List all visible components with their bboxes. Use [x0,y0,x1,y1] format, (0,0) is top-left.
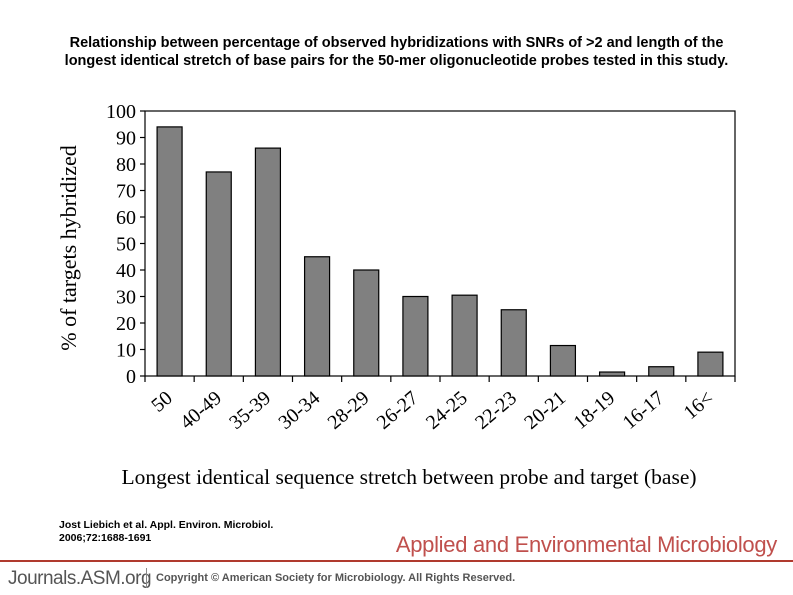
bar [648,366,675,377]
bar [205,171,232,377]
citation-line: Jost Liebich et al. Appl. Environ. Micro… [59,519,274,531]
footer-site-link[interactable]: Journals.ASM.org [8,568,152,589]
y-tick-label: 30 [116,287,136,309]
citation-line: 2006;72:1688-1691 [59,532,152,544]
x-tick-label: 28-29 [324,387,374,434]
chart-title-line: Relationship between percentage of obser… [69,35,724,51]
bar [402,295,429,377]
footer-separator [146,568,147,588]
bar [353,269,380,377]
bar-series [156,126,724,377]
bar [697,351,724,377]
chart-axes [144,110,736,377]
plot-frame [144,110,736,377]
chart-title-line: longest identical stretch of base pairs … [64,53,729,69]
x-tick-label: 16< [680,387,718,424]
y-tick-label: 70 [116,181,136,203]
x-tick-label: 20-21 [520,387,570,434]
bar [549,344,577,377]
footer-divider [0,560,793,562]
x-tick-label: 50 [147,387,176,417]
y-tick-label: 50 [116,234,136,256]
x-tick-label: 30-34 [274,387,324,434]
y-axis-ticks: 0 10 20 30 40 50 60 70 80 90 100 [106,101,145,388]
y-tick-label: 100 [106,101,136,123]
x-axis-label: Longest identical sequence stretch betwe… [121,465,696,489]
y-tick-label: 0 [126,366,136,388]
x-axis-ticks: 50 40-49 35-39 30-34 28-29 26-27 24-25 22-23 20-… [144,376,736,434]
x-tick-label: 18-19 [569,387,619,434]
x-tick-label: 26-27 [373,387,423,434]
y-tick-label: 10 [116,340,136,362]
bar [254,147,282,377]
bar [303,256,331,377]
y-axis-label: % of targets hybridized [56,145,81,350]
bar [500,309,527,377]
footer-copyright: Copyright © American Society for Microbi… [156,572,516,584]
journal-name: Applied and Environmental Microbiology [395,532,777,557]
x-tick-label: 40-49 [176,387,226,434]
x-tick-label: 22-23 [471,387,521,434]
y-tick-label: 80 [116,154,136,176]
y-tick-label: 20 [116,313,136,335]
footer-bar: Journals.ASM.org Copyright © American So… [0,562,793,595]
x-tick-label: 16-17 [619,387,669,434]
bar [156,126,183,377]
citation: Jost Liebich et al. Appl. Environ. Micro… [59,519,273,545]
x-tick-label: 24-25 [422,387,472,434]
y-tick-label: 60 [116,207,136,229]
bar [598,371,626,377]
y-tick-label: 40 [116,260,136,282]
chart-title: Relationship between percentage of obser… [20,34,773,70]
y-tick-label: 90 [116,128,136,150]
x-tick-label: 35-39 [225,387,275,434]
bar [451,294,478,377]
